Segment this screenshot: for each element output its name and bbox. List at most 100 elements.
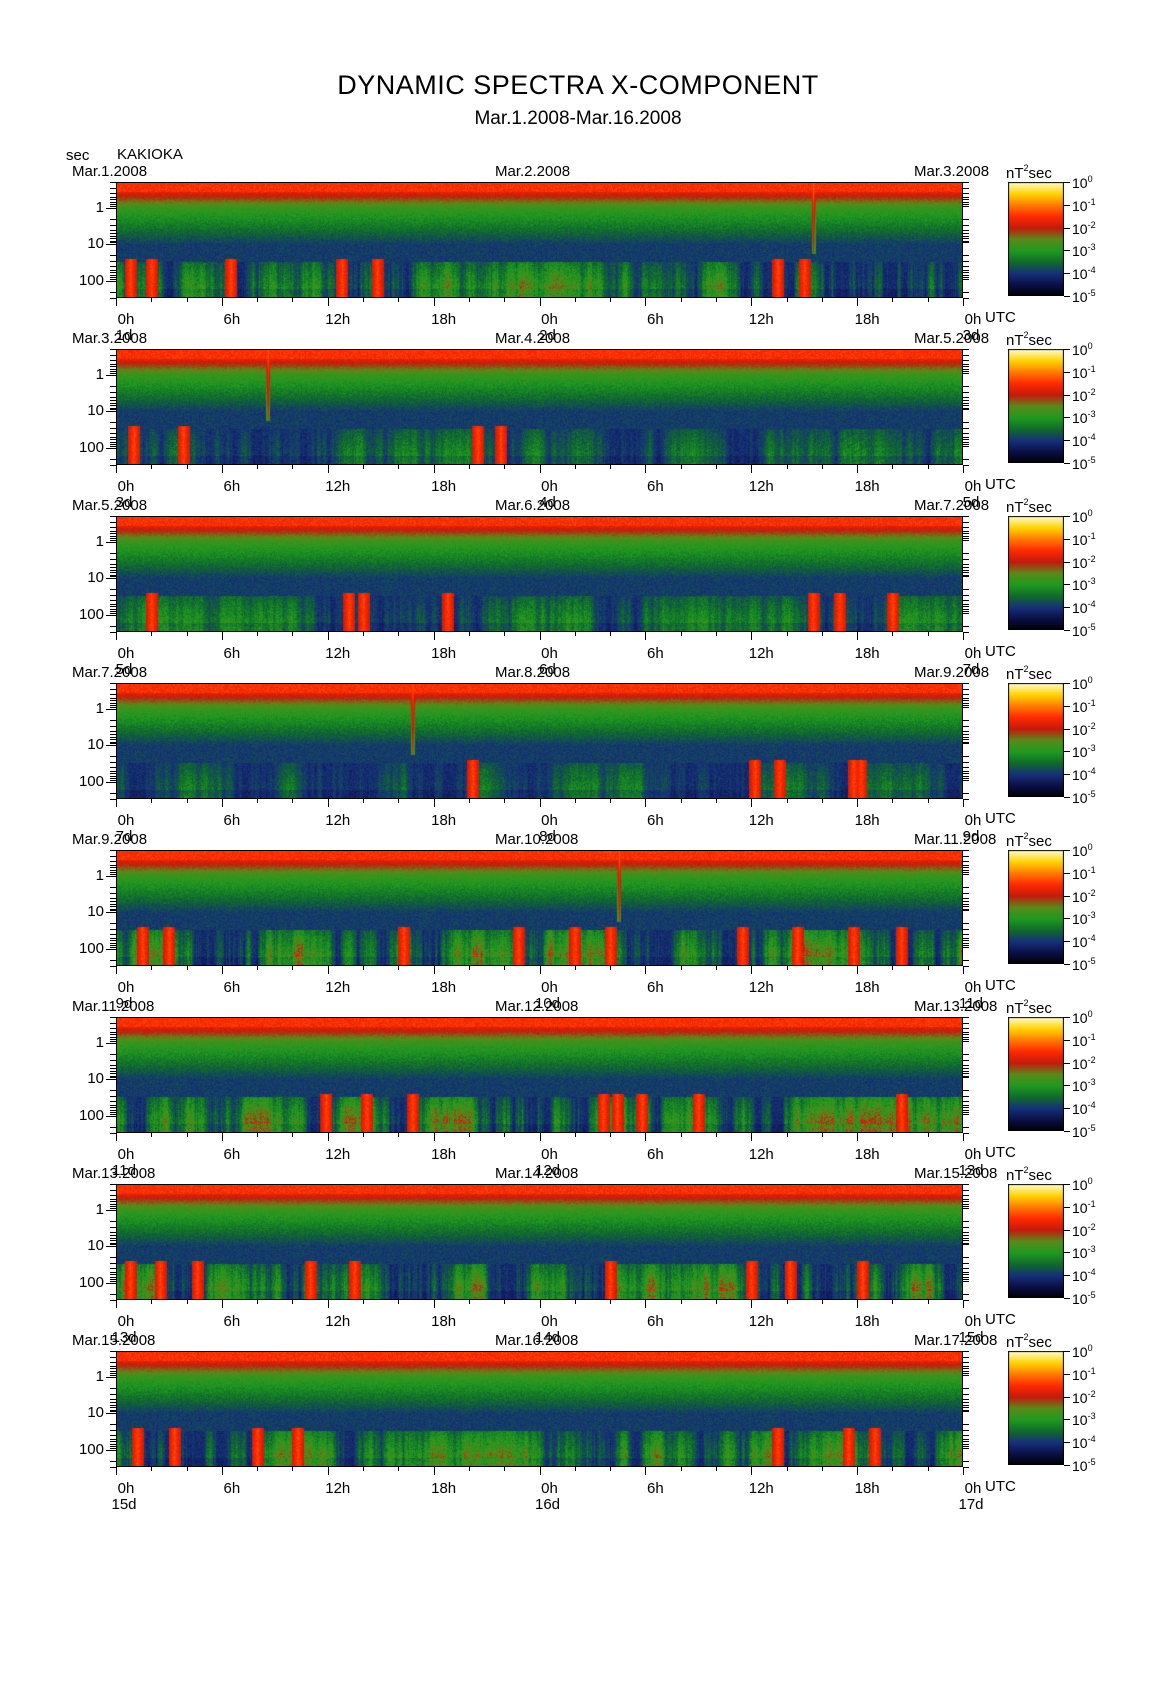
colorbar-tick-label: 10-5 [1072, 622, 1096, 639]
y-minor-tick [110, 218, 116, 220]
x-tick-label: 12h [325, 478, 351, 495]
y-minor-tick [963, 269, 969, 271]
colorbar-tick [1064, 440, 1070, 442]
y-minor-tick [110, 396, 116, 398]
x-tick-label: 18h [854, 979, 880, 996]
y-minor-tick [110, 1244, 116, 1246]
y-minor-tick [963, 1059, 969, 1061]
x-tick-mark [751, 1133, 753, 1141]
day-label: 4d [539, 494, 556, 511]
y-minor-tick [110, 1257, 116, 1259]
y-tick-label: 100 [78, 1273, 104, 1291]
y-minor-tick [110, 1393, 116, 1395]
x-tick-mark [963, 1133, 964, 1141]
x-minor-tick [468, 1467, 470, 1471]
y-minor-tick [110, 1447, 116, 1449]
y-minor-tick [110, 385, 116, 387]
y-minor-tick [110, 235, 116, 237]
y-minor-tick [110, 1460, 116, 1462]
y-minor-tick [963, 1133, 969, 1134]
x-tick-label: 12h [748, 1146, 774, 1163]
colorbar-tick [1064, 1184, 1070, 1185]
y-minor-tick [110, 1368, 116, 1370]
y-minor-tick [110, 743, 116, 745]
y-minor-tick [110, 266, 116, 268]
y-minor-tick [110, 1435, 116, 1437]
y-minor-tick [963, 1402, 969, 1404]
x-tick-mark [857, 1133, 859, 1141]
x-minor-tick [186, 966, 188, 970]
x-minor-tick [715, 1300, 717, 1304]
y-minor-tick [110, 1109, 116, 1111]
y-minor-tick [110, 1274, 116, 1276]
y-minor-tick [963, 1441, 969, 1443]
y-minor-tick [110, 1075, 116, 1077]
day-label: 15d [111, 1496, 137, 1513]
y-minor-tick [963, 1460, 969, 1462]
y-minor-tick [110, 349, 116, 350]
day-label: 5d [115, 661, 133, 678]
colorbar-tick [1064, 964, 1070, 965]
colorbar [1008, 683, 1064, 797]
x-tick-label: 18h [854, 812, 880, 829]
x-tick-mark [751, 465, 753, 473]
x-minor-tick [504, 799, 506, 803]
colorbar-tick [1064, 630, 1070, 631]
y-minor-tick [110, 277, 116, 279]
y-minor-tick [963, 537, 969, 539]
colorbar-tick [1064, 1062, 1070, 1064]
y-minor-tick [110, 929, 116, 931]
x-minor-tick [257, 799, 259, 803]
x-tick-label: 12h [325, 311, 351, 328]
y-minor-tick [110, 867, 116, 869]
y-minor-tick [963, 1112, 969, 1114]
x-tick-mark [963, 799, 964, 807]
station-name: KAKIOKA [117, 146, 183, 163]
x-minor-tick [186, 465, 188, 469]
colorbar-tick [1064, 1252, 1070, 1254]
y-minor-tick [963, 396, 969, 398]
y-minor-tick [110, 278, 116, 280]
colorbar-tick [1064, 584, 1070, 586]
x-minor-tick [927, 966, 929, 970]
y-minor-tick [963, 1280, 969, 1282]
spectrogram-heatmap [116, 683, 963, 799]
y-minor-tick [963, 611, 969, 613]
y-minor-tick [963, 743, 969, 745]
y-minor-tick [963, 792, 969, 794]
x-tick-label: 0h [541, 478, 558, 495]
y-minor-tick [110, 1096, 116, 1098]
y-minor-tick [963, 959, 969, 961]
x-tick-label: 0h [541, 1480, 558, 1497]
colorbar-tick-label: 10-1 [1072, 196, 1096, 214]
y-minor-tick [963, 923, 969, 925]
y-minor-tick [110, 291, 116, 293]
day-label: 17d [958, 1496, 984, 1513]
y-minor-tick [963, 368, 969, 370]
y-minor-tick [963, 1446, 969, 1448]
y-minor-tick [963, 1190, 969, 1192]
y-minor-tick [963, 1101, 969, 1103]
y-minor-tick [110, 1198, 116, 1200]
x-minor-tick [186, 799, 188, 803]
y-tick-mark [106, 1209, 116, 1211]
x-minor-tick [892, 1300, 894, 1304]
x-minor-tick [821, 966, 823, 970]
y-minor-tick [963, 1036, 969, 1038]
x-tick-label: 0h [964, 979, 982, 996]
x-tick-label: 18h [431, 645, 457, 662]
panel-date-label: Mar.3.2008 [72, 330, 148, 347]
y-axis-unit-label: sec [66, 147, 90, 164]
y-minor-tick [110, 934, 116, 936]
y-minor-tick [963, 1027, 969, 1029]
x-minor-tick [257, 966, 259, 970]
x-tick-label: 12h [325, 1146, 351, 1163]
y-tick-label: 100 [78, 605, 104, 623]
y-minor-tick [110, 767, 116, 769]
x-tick-mark [963, 632, 964, 640]
y-minor-tick [963, 572, 969, 574]
colorbar-tick-label: 10-2 [1072, 887, 1096, 905]
y-minor-tick [963, 1038, 969, 1040]
y-minor-tick [963, 201, 969, 203]
x-tick-mark [221, 1467, 223, 1475]
